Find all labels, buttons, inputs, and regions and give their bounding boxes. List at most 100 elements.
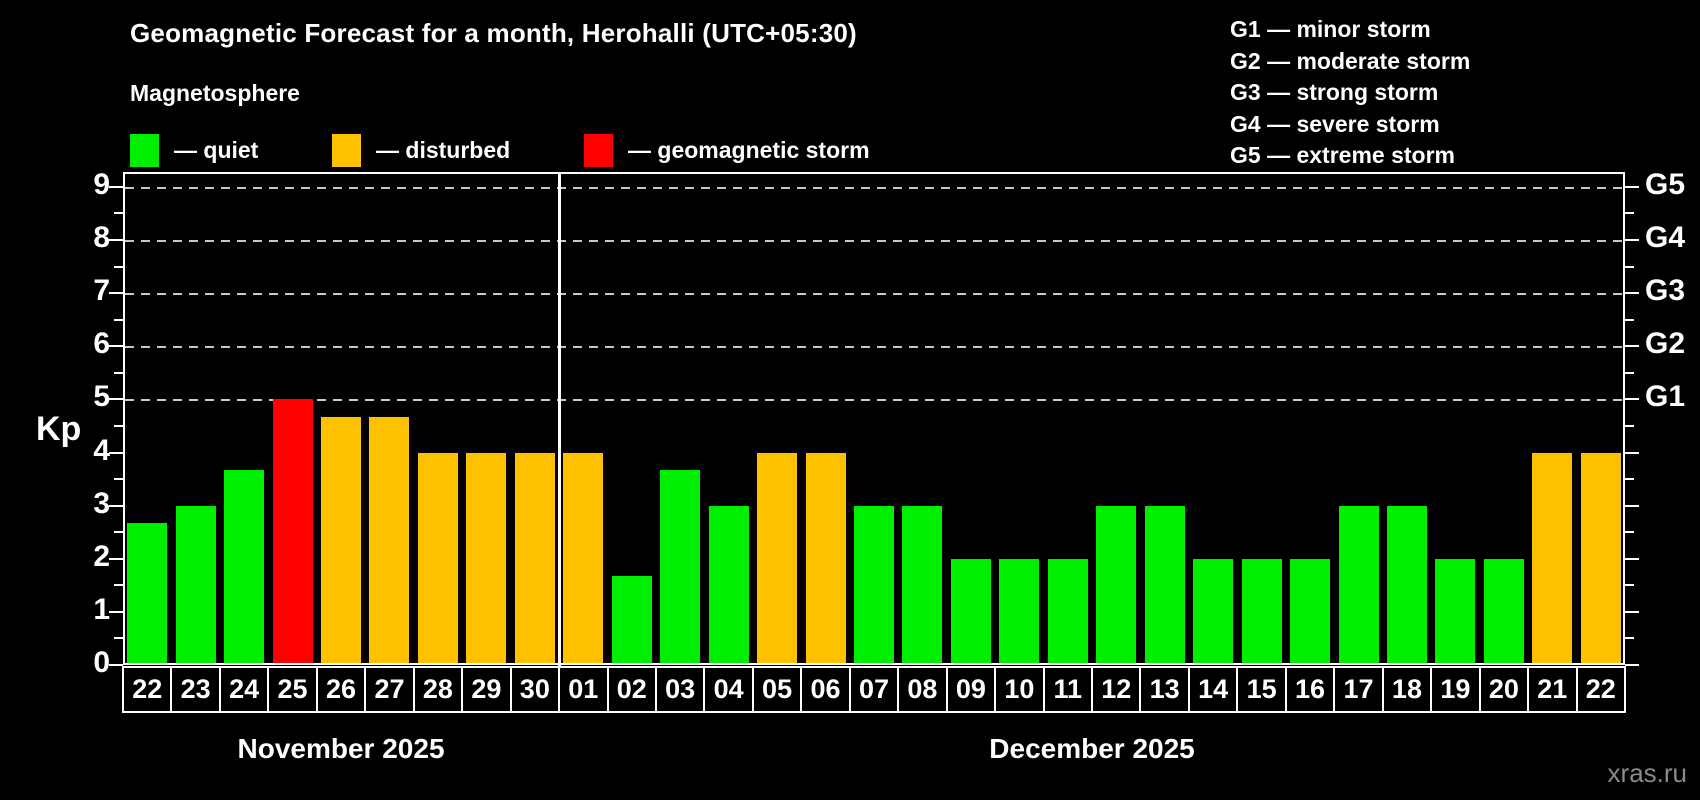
- kp-bar: [1532, 452, 1573, 663]
- legend-item-storm: — geomagnetic storm: [584, 133, 870, 167]
- axis-tick: [109, 610, 123, 613]
- kp-bar: [1290, 558, 1331, 663]
- kp-bar: [854, 505, 894, 663]
- axis-tick: [109, 239, 123, 241]
- axis-minor-tick: [114, 478, 123, 481]
- month-divider-line: [557, 172, 561, 713]
- axis-minor-tick: [1625, 637, 1634, 640]
- kp-bar: [1096, 505, 1137, 663]
- y-axis-tick-label: 3: [93, 486, 110, 520]
- axis-tick: [1625, 398, 1639, 401]
- axis-tick: [109, 451, 123, 454]
- kp-bar: [999, 558, 1040, 663]
- kp-bar: [1435, 558, 1476, 663]
- day-label: 24: [218, 666, 270, 713]
- day-label: 01: [558, 666, 609, 713]
- day-label: 21: [1527, 666, 1578, 713]
- axis-tick: [109, 557, 123, 560]
- axis-tick: [1625, 504, 1639, 507]
- kp-bar: [1193, 558, 1234, 663]
- axis-minor-tick: [1625, 265, 1634, 268]
- day-label: 23: [170, 666, 221, 713]
- axis-tick: [1625, 557, 1639, 560]
- g-legend-line: G5 — extreme storm: [1230, 142, 1455, 168]
- g-axis-label: G3: [1645, 274, 1686, 308]
- kp-bar: [514, 452, 555, 663]
- magnetosphere-label: Magnetosphere: [130, 80, 300, 106]
- kp-bar: [127, 523, 168, 663]
- day-label: 10: [994, 666, 1045, 713]
- axis-minor-tick: [1625, 531, 1634, 534]
- page-title: Geomagnetic Forecast for a month, Heroha…: [130, 18, 857, 48]
- y-axis-tick-label: 4: [93, 433, 110, 467]
- kp-bar: [611, 576, 652, 663]
- day-label: 13: [1139, 666, 1190, 713]
- y-axis-tick-label: 7: [93, 274, 110, 308]
- kp-bar: [1483, 558, 1524, 663]
- day-label: 14: [1187, 666, 1239, 713]
- kp-axis-label: Kp: [36, 410, 82, 448]
- axis-tick: [1625, 664, 1639, 666]
- axis-minor-tick: [1625, 478, 1634, 481]
- kp-bar: [1386, 505, 1427, 663]
- day-label: 20: [1478, 666, 1530, 713]
- axis-tick: [1625, 345, 1639, 348]
- day-label: 17: [1333, 666, 1384, 713]
- day-label: 30: [509, 666, 561, 713]
- day-label: 22: [122, 666, 173, 713]
- axis-tick: [1625, 451, 1639, 454]
- day-label: 04: [703, 666, 754, 713]
- gridline: [125, 240, 1623, 242]
- kp-bar: [757, 452, 798, 663]
- axis-minor-tick: [114, 531, 123, 534]
- kp-bar: [224, 470, 265, 663]
- day-label: 26: [315, 666, 367, 713]
- day-label: 02: [606, 666, 657, 713]
- day-label: 06: [800, 666, 851, 713]
- y-axis-tick-label: 1: [93, 592, 110, 626]
- quiet-swatch-icon: [130, 133, 159, 167]
- gridline: [125, 346, 1623, 349]
- axis-minor-tick: [114, 265, 123, 268]
- day-label: 07: [848, 666, 900, 713]
- day-label: 25: [267, 666, 318, 713]
- y-axis-tick-label: 2: [93, 539, 110, 573]
- day-label: 03: [654, 666, 706, 713]
- g-legend-line: G2 — moderate storm: [1230, 47, 1471, 74]
- g-legend-line: G3 — strong storm: [1230, 79, 1439, 105]
- axis-tick: [1625, 185, 1639, 188]
- legend-label-disturbed: — disturbed: [376, 136, 511, 163]
- kp-bar: [563, 452, 604, 663]
- axis-tick: [109, 185, 123, 188]
- kp-bar: [805, 452, 846, 663]
- day-label: 22: [1575, 666, 1626, 713]
- axis-tick: [109, 292, 123, 295]
- axis-minor-tick: [114, 424, 123, 427]
- kp-bar: [902, 505, 943, 663]
- legend-item-quiet: — quiet: [130, 133, 258, 167]
- axis-tick: [1625, 610, 1639, 613]
- g-axis-label: G1: [1645, 380, 1686, 414]
- y-axis-tick-label: 6: [93, 327, 110, 361]
- day-label: 29: [461, 666, 512, 713]
- kp-bar: [1580, 452, 1621, 663]
- day-label: 12: [1091, 666, 1142, 713]
- axis-minor-tick: [1625, 212, 1634, 215]
- y-axis-tick-label: 0: [93, 646, 110, 679]
- g-legend-line: G1 — minor storm: [1230, 16, 1431, 42]
- gridline: [125, 293, 1623, 296]
- g-axis-label: G5: [1645, 167, 1686, 201]
- axis-tick: [1625, 292, 1639, 295]
- axis-tick: [109, 398, 123, 401]
- kp-bar: [417, 452, 458, 663]
- axis-tick: [109, 664, 123, 666]
- kp-bar: [1144, 505, 1185, 663]
- axis-minor-tick: [1625, 371, 1634, 374]
- plot-area: [123, 172, 1625, 665]
- kp-bar: [1047, 558, 1088, 663]
- kp-bar: [175, 505, 216, 663]
- kp-bar: [660, 470, 701, 663]
- kp-bar: [1241, 558, 1282, 663]
- legend-label-quiet: — quiet: [174, 136, 259, 163]
